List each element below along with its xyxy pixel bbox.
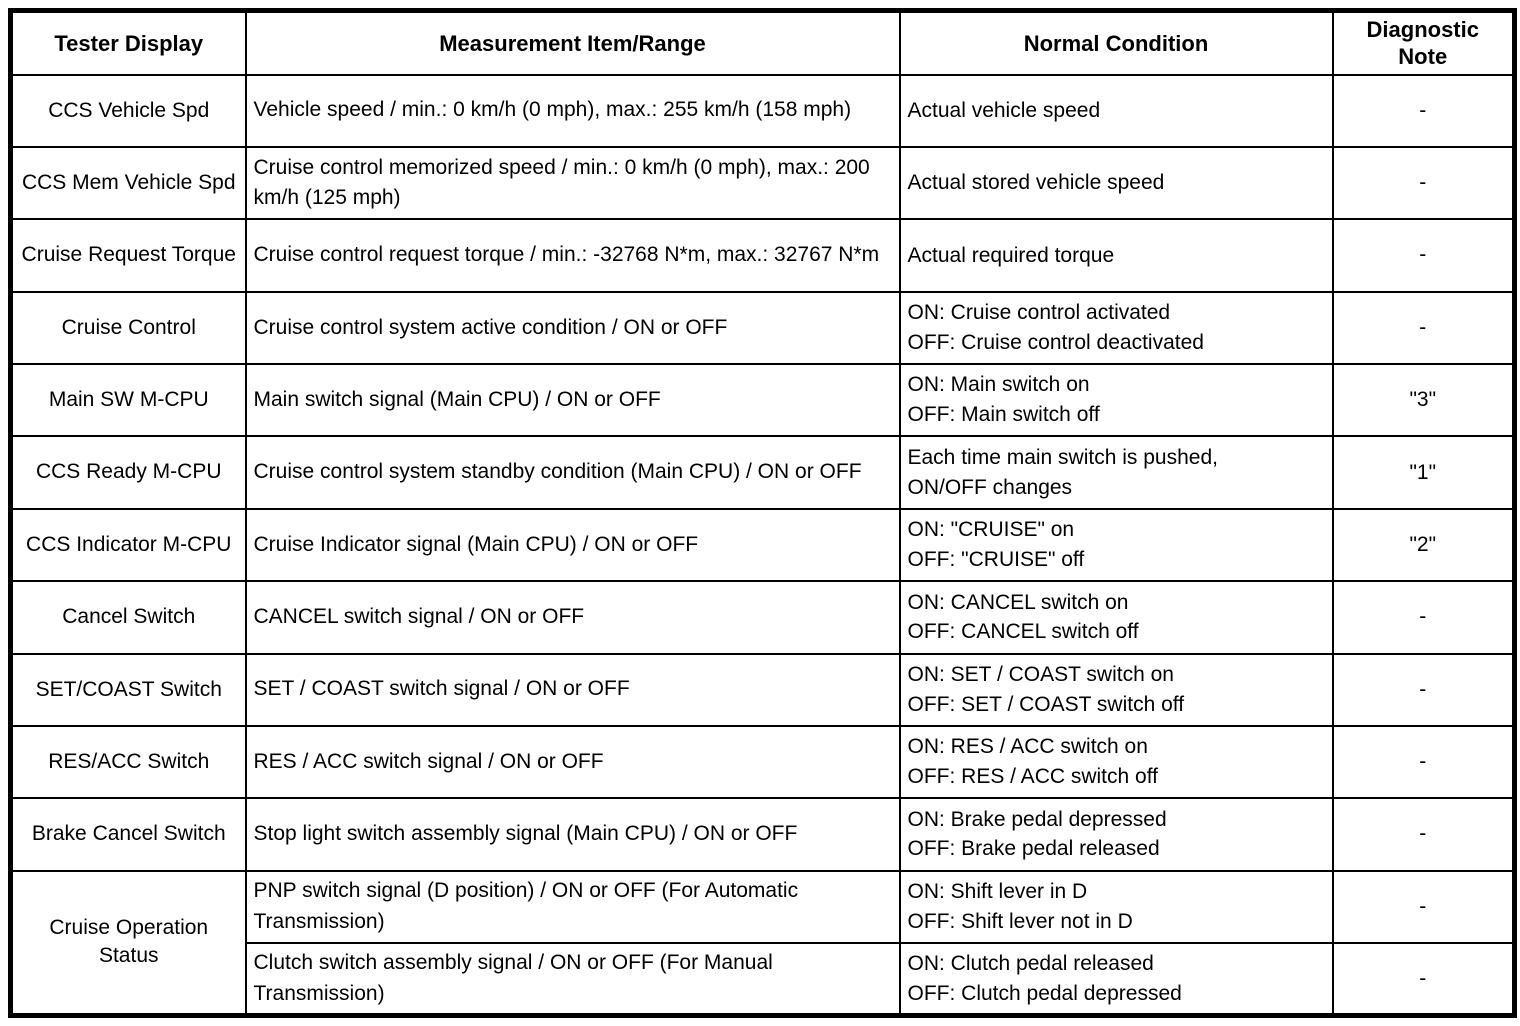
diagnostic-note-cell: -: [1331, 218, 1516, 293]
diagnostic-note-cell: -: [1331, 652, 1516, 727]
diagnostic-note-cell: -: [1331, 580, 1516, 655]
normal-condition-cell: ON: CANCEL switch on OFF: CANCEL switch o…: [898, 580, 1334, 655]
diagnostic-note-cell: "3": [1331, 362, 1516, 438]
normal-condition-line: ON: Shift lever in D: [907, 880, 1088, 903]
tester-display-cell: Brake Cancel Switch: [9, 797, 247, 872]
normal-condition-line: Actual stored vehicle speed: [907, 171, 1165, 195]
normal-condition-line: OFF: "CRUISE" off: [907, 547, 1085, 571]
normal-condition-line: OFF: RES / ACC switch off: [907, 765, 1159, 789]
diagnostic-note-cell: -: [1331, 797, 1516, 872]
diagnostic-note-cell: -: [1331, 290, 1516, 366]
normal-condition-line: ON: SET / COAST switch on: [907, 662, 1174, 686]
table-row: Cruise Request Torque Cruise control requ…: [9, 218, 1516, 293]
measurement-item-range-cell: SET / COAST switch signal / ON or OFF: [244, 652, 901, 727]
diagnostic-note-cell: -: [1331, 869, 1516, 945]
normal-condition-line: ON: Cruise control activated: [907, 301, 1171, 324]
measurement-item-range-cell: CANCEL switch signal / ON or OFF: [244, 580, 901, 655]
normal-condition-line: ON/OFF changes: [907, 475, 1073, 499]
table-row: Cruise Control Cruise control system acti…: [9, 290, 1516, 366]
table-row: SET/COAST Switch SET / COAST switch signa…: [9, 652, 1516, 727]
table-row: Brake Cancel Switch Stop light switch ass…: [9, 797, 1516, 872]
normal-condition-cell: Actual required torque: [898, 218, 1334, 293]
measurement-item-range-cell: Stop light switch assembly signal (Main …: [244, 797, 901, 872]
diagnostic-note-cell: -: [1331, 145, 1516, 221]
tester-display-cell: CCS Mem Vehicle Spd: [9, 145, 247, 221]
normal-condition-line: Actual vehicle speed: [907, 98, 1101, 122]
normal-condition-line: Each time main switch is pushed,: [907, 445, 1218, 469]
table-row: RES/ACC Switch RES / ACC switch signal / …: [9, 724, 1516, 800]
normal-condition-line: ON: "CRUISE" on: [907, 518, 1075, 542]
measurement-item-range-cell: Main switch signal (Main CPU) / ON or OF…: [244, 362, 901, 438]
tester-display-cell: Cruise Request Torque: [9, 218, 247, 293]
normal-condition-cell: ON: RES / ACC switch on OFF: RES / ACC sw…: [898, 724, 1334, 800]
diagnostic-note-cell: "2": [1331, 507, 1516, 583]
measurement-item-range-cell: Vehicle speed / min.: 0 km/h (0 mph), ma…: [244, 73, 901, 148]
normal-condition-line: OFF: Shift lever not in D: [907, 909, 1133, 933]
col-header-tester-display: Tester Display: [9, 9, 247, 76]
measurement-item-range-cell: Cruise Indicator signal (Main CPU) / ON …: [244, 507, 901, 583]
table-row: CCS Vehicle Spd Vehicle speed / min.: 0 k…: [9, 73, 1516, 148]
normal-condition-cell: ON: Clutch pedal released OFF: Clutch ped…: [898, 942, 1334, 1017]
diagnostic-note-cell: -: [1331, 73, 1516, 148]
normal-condition-cell: ON: Main switch on OFF: Main switch off: [898, 362, 1334, 438]
normal-condition-cell: ON: Cruise control activated OFF: Cruise …: [898, 290, 1334, 366]
normal-condition-line: OFF: Brake pedal released: [907, 837, 1160, 861]
diagnostic-note-cell: -: [1331, 942, 1516, 1017]
normal-condition-cell: Each time main switch is pushed, ON/OFF c…: [898, 435, 1334, 510]
tester-display-cell: CCS Vehicle Spd: [9, 73, 247, 148]
data-list-table: Tester Display Measurement Item/Range No…: [8, 8, 1517, 1018]
table-body: CCS Vehicle Spd Vehicle speed / min.: 0 k…: [9, 73, 1516, 1017]
diagnostic-note-cell: "1": [1331, 435, 1516, 510]
col-header-measurement-item-range: Measurement Item/Range: [244, 9, 901, 76]
header-row: Tester Display Measurement Item/Range No…: [9, 9, 1516, 76]
tester-display-cell: CCS Indicator M-CPU: [9, 507, 247, 583]
measurement-item-range-cell: Cruise control request torque / min.: -3…: [244, 218, 901, 293]
tester-display-cell: Cancel Switch: [9, 580, 247, 655]
measurement-item-range-cell: PNP switch signal (D position) / ON or O…: [244, 869, 901, 945]
table-row: CCS Mem Vehicle Spd Cruise control memori…: [9, 145, 1516, 221]
measurement-item-range-cell: Cruise control system active condition /…: [244, 290, 901, 366]
tester-display-cell: SET/COAST Switch: [9, 652, 247, 727]
tester-display-cell: Main SW M-CPU: [9, 362, 247, 438]
normal-condition-cell: ON: Brake pedal depressed OFF: Brake peda…: [898, 797, 1334, 872]
measurement-item-range-cell: Clutch switch assembly signal / ON or OF…: [244, 942, 901, 1017]
normal-condition-line: ON: CANCEL switch on: [907, 590, 1129, 614]
table-row: CCS Ready M-CPU Cruise control system sta…: [9, 435, 1516, 510]
measurement-item-range-cell: RES / ACC switch signal / ON or OFF: [244, 724, 901, 800]
table-row: Main SW M-CPU Main switch signal (Main CP…: [9, 362, 1516, 438]
diagnostic-note-cell: -: [1331, 724, 1516, 800]
normal-condition-cell: Actual vehicle speed: [898, 73, 1334, 148]
normal-condition-line: OFF: Main switch off: [907, 403, 1100, 427]
normal-condition-line: Actual required torque: [907, 243, 1115, 267]
normal-condition-line: OFF: SET / COAST switch off: [907, 692, 1185, 716]
tester-display-cell: RES/ACC Switch: [9, 724, 247, 800]
tester-display-cell: CCS Ready M-CPU: [9, 435, 247, 510]
measurement-item-range-cell: Cruise control system standby condition …: [244, 435, 901, 510]
normal-condition-line: ON: Brake pedal depressed: [907, 807, 1167, 831]
table-row: Cancel Switch CANCEL switch signal / ON o…: [9, 580, 1516, 655]
normal-condition-cell: ON: Shift lever in D OFF: Shift lever not…: [898, 869, 1334, 945]
table-row: Cruise Operation Status PNP switch signal…: [9, 869, 1516, 1017]
table-row: CCS Indicator M-CPU Cruise Indicator sign…: [9, 507, 1516, 583]
normal-condition-line: ON: Clutch pedal released: [907, 951, 1154, 975]
table-row: Clutch switch assembly signal / ON or OF…: [11, 942, 1516, 1017]
normal-condition-line: OFF: Clutch pedal depressed: [907, 981, 1182, 1005]
tester-display-cell: Cruise Control: [9, 290, 247, 366]
measurement-item-range-cell: Cruise control memorized speed / min.: 0…: [244, 145, 901, 221]
normal-condition-line: OFF: CANCEL switch off: [907, 620, 1139, 644]
normal-condition-line: OFF: Cruise control deactivated: [907, 330, 1204, 354]
normal-condition-line: ON: Main switch on: [907, 373, 1090, 397]
col-header-normal-condition: Normal Condition: [898, 9, 1334, 76]
normal-condition-line: ON: RES / ACC switch on: [907, 735, 1148, 759]
normal-condition-cell: Actual stored vehicle speed: [898, 145, 1334, 221]
normal-condition-cell: ON: "CRUISE" on OFF: "CRUISE" off: [898, 507, 1334, 583]
col-header-diagnostic-note: Diagnostic Note: [1331, 9, 1516, 76]
tester-display-cell: Cruise Operation Status: [9, 869, 247, 1017]
normal-condition-cell: ON: SET / COAST switch on OFF: SET / COAS…: [898, 652, 1334, 727]
